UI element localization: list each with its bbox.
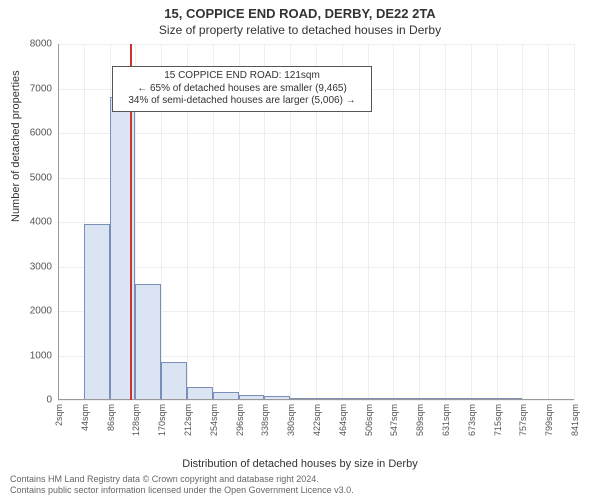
x-tick-label: 254sqm	[209, 404, 219, 436]
x-tick-label: 44sqm	[80, 404, 90, 431]
y-tick-label: 4000	[30, 217, 52, 228]
gridline-vertical	[497, 44, 498, 400]
histogram-bar	[135, 284, 161, 400]
gridline-vertical	[445, 44, 446, 400]
x-tick-label: 170sqm	[157, 404, 167, 436]
x-tick-label: 296sqm	[235, 404, 245, 436]
histogram-bar	[161, 362, 187, 400]
x-tick-label: 464sqm	[338, 404, 348, 436]
x-tick-label: 86sqm	[106, 404, 116, 431]
x-tick-label: 212sqm	[183, 404, 193, 436]
x-tick-label: 673sqm	[467, 404, 477, 436]
x-tick-label: 506sqm	[364, 404, 374, 436]
plot-region: 0100020003000400050006000700080002sqm44s…	[58, 44, 574, 400]
y-axis-line	[58, 44, 59, 400]
gridline-vertical	[419, 44, 420, 400]
y-tick-label: 5000	[30, 172, 52, 183]
annotation-line: 15 COPPICE END ROAD: 121sqm	[119, 70, 365, 83]
x-tick-label: 128sqm	[131, 404, 141, 436]
annotation-box: 15 COPPICE END ROAD: 121sqm← 65% of deta…	[112, 66, 372, 112]
y-tick-label: 1000	[30, 350, 52, 361]
gridline-vertical	[393, 44, 394, 400]
gridline-vertical	[522, 44, 523, 400]
gridline-vertical	[471, 44, 472, 400]
footer-attribution: Contains HM Land Registry data © Crown c…	[10, 474, 590, 497]
y-tick-label: 2000	[30, 306, 52, 317]
footer-line1: Contains HM Land Registry data © Crown c…	[10, 474, 590, 485]
x-tick-label: 589sqm	[415, 404, 425, 436]
y-tick-label: 8000	[30, 39, 52, 50]
title-sub: Size of property relative to detached ho…	[0, 21, 600, 41]
gridline-horizontal	[58, 400, 574, 401]
x-tick-label: 2sqm	[54, 404, 64, 426]
annotation-line: ← 65% of detached houses are smaller (9,…	[119, 83, 365, 96]
x-tick-label: 631sqm	[441, 404, 451, 436]
x-tick-label: 757sqm	[518, 404, 528, 436]
gridline-vertical	[548, 44, 549, 400]
footer-line2: Contains public sector information licen…	[10, 485, 590, 496]
x-axis-line	[58, 399, 574, 400]
chart-area: 0100020003000400050006000700080002sqm44s…	[58, 44, 574, 400]
y-tick-label: 3000	[30, 261, 52, 272]
x-tick-label: 547sqm	[389, 404, 399, 436]
y-axis-label: Number of detached properties	[10, 70, 22, 222]
x-tick-label: 841sqm	[570, 404, 580, 436]
histogram-bar	[187, 387, 213, 400]
y-tick-label: 6000	[30, 128, 52, 139]
x-tick-label: 799sqm	[544, 404, 554, 436]
x-tick-label: 715sqm	[493, 404, 503, 436]
x-tick-label: 422sqm	[312, 404, 322, 436]
x-axis-label: Distribution of detached houses by size …	[0, 458, 600, 470]
title-main: 15, COPPICE END ROAD, DERBY, DE22 2TA	[0, 0, 600, 21]
y-tick-label: 7000	[30, 83, 52, 94]
x-tick-label: 338sqm	[260, 404, 270, 436]
histogram-bar	[84, 224, 110, 400]
x-tick-label: 380sqm	[286, 404, 296, 436]
gridline-vertical	[574, 44, 575, 400]
y-tick-label: 0	[46, 395, 52, 406]
chart-container: 15, COPPICE END ROAD, DERBY, DE22 2TA Si…	[0, 0, 600, 500]
annotation-line: 34% of semi-detached houses are larger (…	[119, 95, 365, 108]
